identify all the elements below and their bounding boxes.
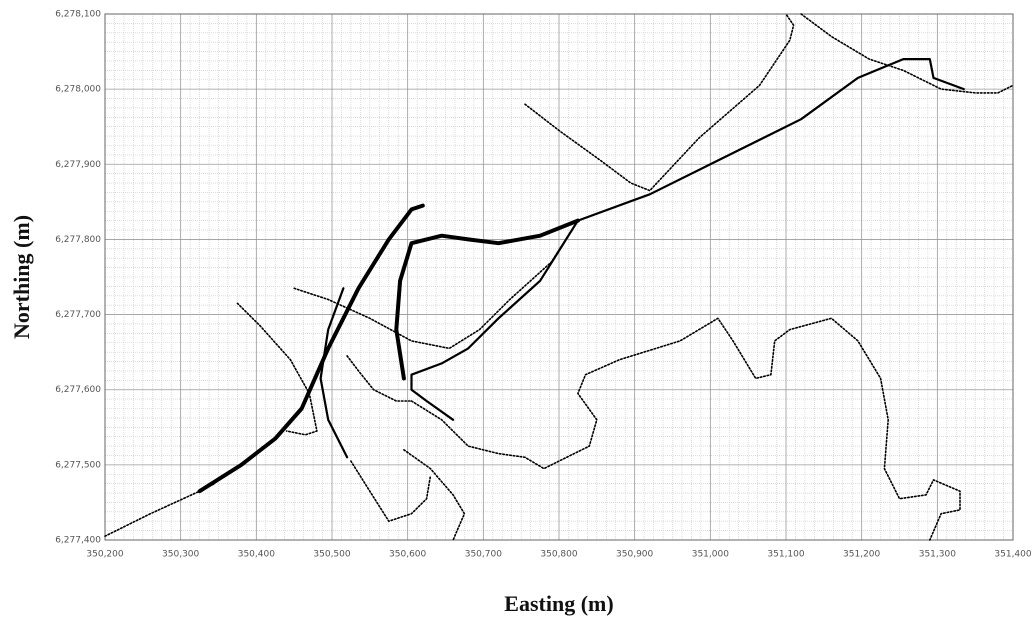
survey-line bbox=[410, 219, 579, 421]
x-tick-label: 350,700 bbox=[465, 550, 502, 560]
survey-line bbox=[293, 219, 579, 350]
x-tick-label: 350,800 bbox=[540, 550, 577, 560]
y-tick-label: 6,277,800 bbox=[55, 235, 101, 245]
x-tick-label: 350,200 bbox=[86, 550, 123, 560]
y-tick-label: 6,277,600 bbox=[55, 385, 101, 395]
y-axis-title: Northing (m) bbox=[9, 215, 34, 339]
survey-line bbox=[104, 482, 216, 537]
x-tick-label: 350,300 bbox=[162, 550, 199, 560]
x-tick-label: 350,500 bbox=[313, 550, 350, 560]
survey-line bbox=[197, 203, 425, 494]
x-tick-label: 350,900 bbox=[616, 550, 653, 560]
x-tick-label: 351,200 bbox=[843, 550, 880, 560]
y-tick-label: 6,277,700 bbox=[55, 310, 101, 320]
y-tick-label: 6,277,500 bbox=[55, 460, 101, 470]
x-tick-label: 351,400 bbox=[994, 550, 1031, 560]
survey-line bbox=[524, 13, 795, 192]
survey-line bbox=[403, 449, 466, 541]
y-tick-label: 6,278,100 bbox=[55, 10, 101, 20]
survey-line bbox=[576, 58, 965, 222]
x-tick-label: 351,000 bbox=[692, 550, 729, 560]
survey-line bbox=[394, 218, 580, 381]
x-tick-label: 351,100 bbox=[767, 550, 804, 560]
y-tick-label: 6,278,000 bbox=[55, 85, 101, 95]
y-tick-label: 6,277,900 bbox=[55, 160, 101, 170]
y-tick-label: 6,277,400 bbox=[55, 536, 101, 546]
plot-frame bbox=[104, 13, 1014, 541]
x-tick-label: 350,400 bbox=[238, 550, 275, 560]
survey-line bbox=[319, 287, 349, 459]
survey-line bbox=[346, 355, 413, 402]
x-tick-label: 351,300 bbox=[919, 550, 956, 560]
survey-line bbox=[800, 13, 1014, 94]
survey-line bbox=[236, 302, 318, 436]
x-axis-title: Easting (m) bbox=[504, 591, 613, 616]
survey-line bbox=[410, 317, 961, 541]
x-tick-label: 350,600 bbox=[389, 550, 426, 560]
survey-line bbox=[350, 460, 432, 522]
